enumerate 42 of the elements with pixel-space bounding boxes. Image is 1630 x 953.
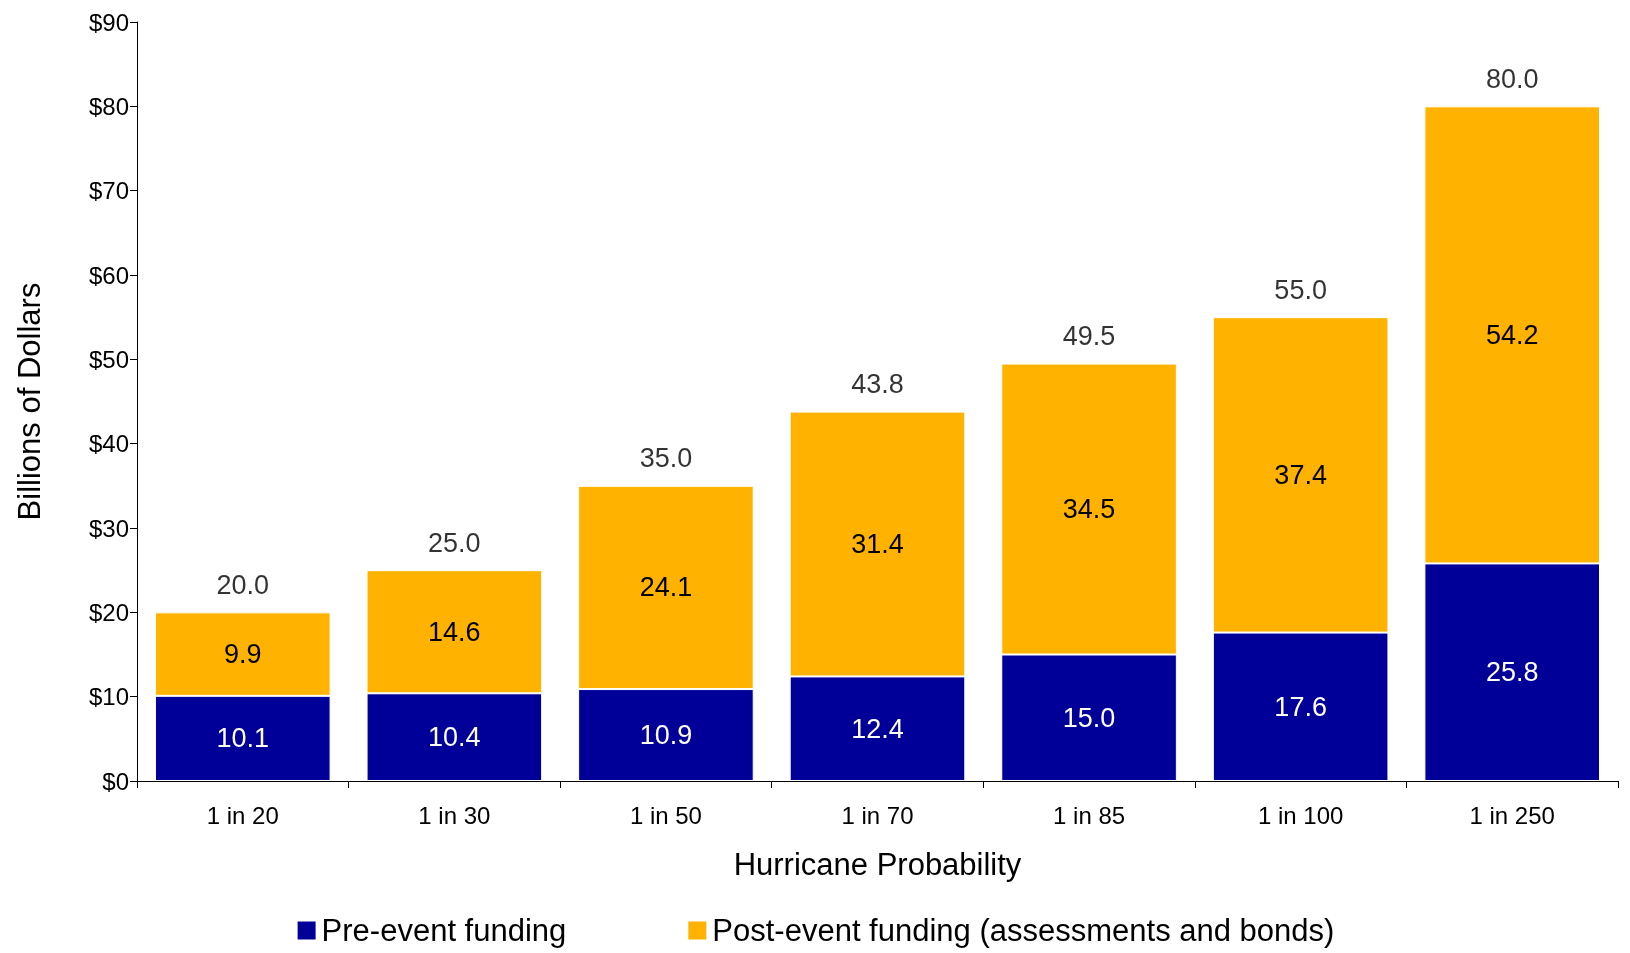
data-label: 12.4 [851,713,904,744]
y-tick-label: $50 [88,345,129,373]
data-label: 10.1 [216,723,270,754]
data-label: 17.6 [1274,691,1327,722]
total-label: 43.8 [851,369,904,400]
data-label: 54.2 [1485,319,1539,350]
data-label: 14.6 [428,616,481,647]
total-label: 55.0 [1274,274,1327,305]
y-tick-label: $60 [88,261,129,289]
data-label: 37.4 [1274,459,1327,490]
x-tick-label: 1 in 85 [1053,801,1126,829]
x-tick-label: 1 in 30 [418,801,491,829]
y-tick-label: $10 [88,683,129,711]
x-tick-label: 1 in 100 [1257,801,1344,829]
legend-label: Post-event funding (assessments and bonds) [712,913,1335,948]
y-tick-label: $0 [102,767,129,795]
data-label: 10.9 [639,720,693,751]
data-label: 31.4 [851,529,904,560]
data-label: 10.4 [428,722,481,753]
x-tick-label: 1 in 50 [629,801,702,829]
data-label: 15.0 [1062,702,1116,733]
total-label: 49.5 [1062,321,1116,352]
x-axis-title: Hurricane Probability [733,847,1022,882]
y-axis-title: Billions of Dollars [12,282,47,521]
y-tick-label: $40 [88,430,129,458]
y-tick-label: $70 [88,177,129,205]
total-label: 20.0 [216,569,270,600]
y-tick-label: $80 [88,92,129,120]
total-label: 35.0 [639,443,693,474]
legend-label: Pre-event funding [321,913,567,948]
total-label: 80.0 [1485,63,1539,94]
data-label: 24.1 [639,572,693,603]
data-label: 34.5 [1062,494,1116,525]
data-label: 9.9 [224,639,262,670]
y-tick-label: $20 [88,598,129,626]
y-tick-label: $30 [88,514,129,542]
x-tick-label: 1 in 20 [206,801,279,829]
x-tick-label: 1 in 250 [1469,801,1555,829]
x-tick-label: 1 in 70 [841,801,914,829]
total-label: 25.0 [428,527,481,558]
y-tick-label: $90 [88,8,129,36]
data-label: 25.8 [1485,657,1539,688]
